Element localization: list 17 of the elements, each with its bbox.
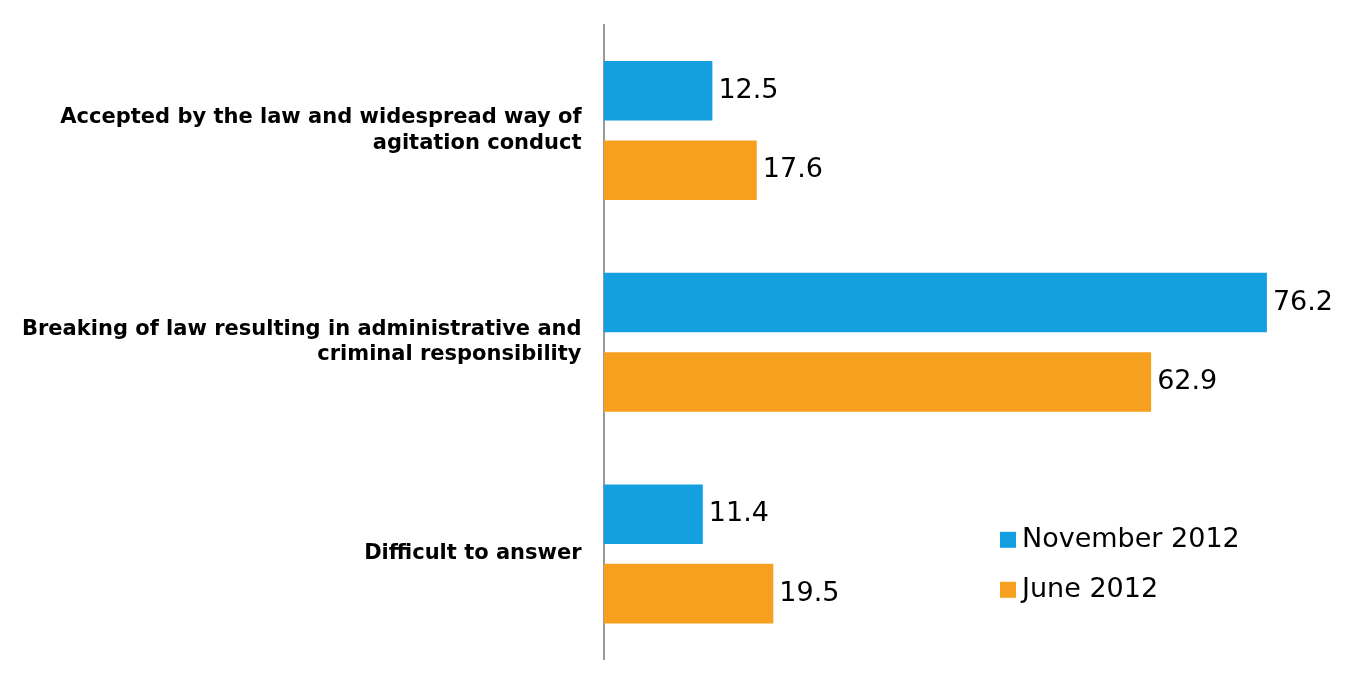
legend-label: June 2012 <box>1020 571 1159 603</box>
bar <box>603 352 1152 412</box>
bar <box>603 563 774 624</box>
y-tick-label: Difficult to answer <box>364 540 583 565</box>
data-label: 12.5 <box>718 72 779 104</box>
bar <box>603 272 1267 333</box>
y-tick-label: Accepted by the law and widespread way of agitation conduct <box>60 104 583 154</box>
data-label: 11.4 <box>708 496 769 528</box>
y-tick-label: Breaking of law resulting in administrative and criminal responsibility <box>21 316 582 366</box>
data-label: 19.5 <box>779 575 840 607</box>
bar <box>603 140 757 200</box>
data-label: 17.6 <box>762 152 823 184</box>
data-label: 76.2 <box>1272 284 1334 316</box>
legend-label: November 2012 <box>1022 521 1240 553</box>
data-label: 62.9 <box>1157 363 1218 395</box>
bar <box>603 60 713 121</box>
bar <box>603 484 703 545</box>
